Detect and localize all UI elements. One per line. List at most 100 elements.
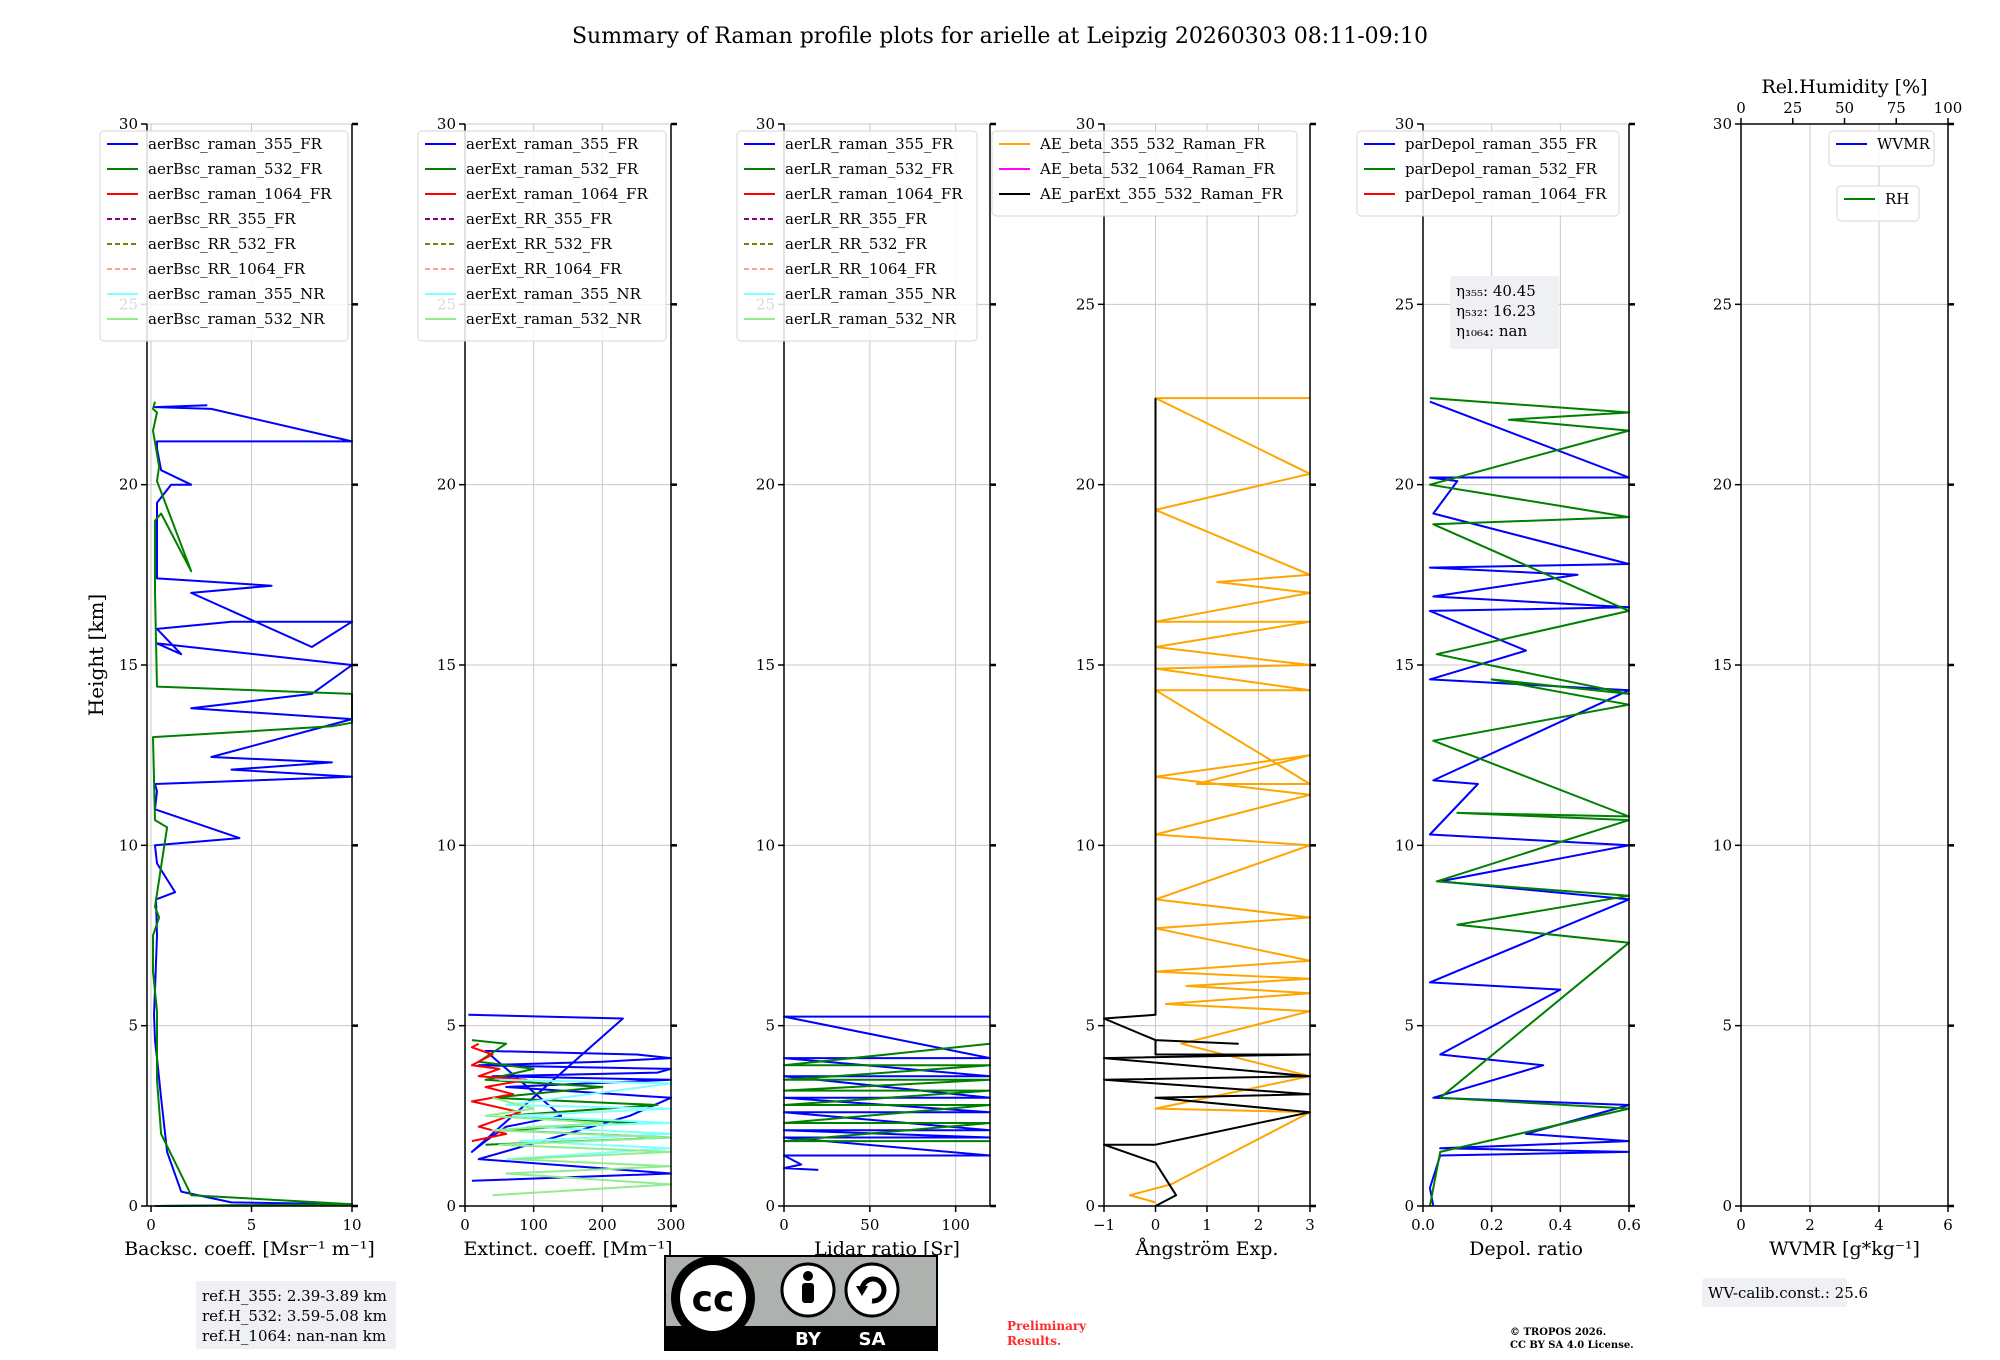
by-icon-head: [803, 1271, 813, 1281]
x-tick-label: 10: [342, 1216, 361, 1234]
series-line-aerExt_raman_1064_FR: [470, 1042, 528, 1143]
legend-entry: aerBsc_RR_532_FR: [148, 235, 296, 253]
legend-frame: [99, 130, 349, 342]
y-tick-label: 25: [1395, 295, 1414, 313]
legend-entry: aerBsc_RR_355_FR: [148, 210, 296, 228]
x-tick-label: 50: [860, 1216, 879, 1234]
legend-entry: WVMR: [1877, 135, 1931, 153]
info-box: [196, 1281, 396, 1349]
x-tick-label: 5: [247, 1216, 257, 1234]
x-axis-label: Depol. ratio: [1469, 1238, 1583, 1260]
y-tick-label: 10: [437, 836, 456, 854]
x-tick-label: 6: [1943, 1216, 1953, 1234]
legend-rh-frame: [1836, 185, 1920, 222]
sa-icon: [844, 1262, 900, 1318]
y-tick-label: 25: [1713, 295, 1732, 313]
info-line: η₅₃₂: 16.23: [1456, 302, 1536, 320]
top-x-tick-label: 75: [1887, 99, 1906, 117]
legend-entry: aerBsc_raman_532_NR: [148, 310, 325, 328]
legend-entry: aerExt_raman_532_FR: [466, 160, 639, 178]
x-tick-label: 300: [657, 1216, 686, 1234]
top-x-tick-label: 50: [1835, 99, 1854, 117]
panel-2: 0510152025300100200300Extinct. coeff. [M…: [417, 115, 686, 1260]
figure-title: Summary of Raman profile plots for ariel…: [572, 24, 1428, 49]
info-line: ref.H_355: 2.39-3.89 km: [202, 1287, 387, 1305]
legend-frame: [991, 130, 1298, 217]
y-tick-label: 0: [446, 1197, 456, 1215]
info-box: [1450, 276, 1559, 349]
y-tick-label: 25: [1076, 295, 1095, 313]
legend-entry: aerLR_raman_355_FR: [785, 135, 954, 153]
y-tick-label: 5: [1404, 1017, 1414, 1035]
y-tick-label: 10: [1713, 836, 1732, 854]
panel-5: 0 5 10 15 20 25 30 0.0 0.2 0.4 0.6 Depol. ratio parD…: [1356, 115, 1641, 1260]
info-line: WV-calib.const.: 25.6: [1708, 1284, 1868, 1302]
copyright-line-1: © TROPOS 2026.: [1510, 1327, 1606, 1338]
x-tick-label: 0.6: [1617, 1216, 1641, 1234]
info-line: ref.H_1064: nan-nan km: [202, 1327, 386, 1345]
y-tick-label: 30: [1076, 115, 1095, 133]
legend-entry: aerLR_raman_1064_FR: [785, 185, 963, 203]
series-line-aerBsc_raman_532_FR: [152, 401, 353, 1207]
sa-icon-arrow: [859, 1276, 887, 1304]
legend-rh-entry: RH: [1885, 190, 1909, 208]
sa-icon-arrowhead: [856, 1286, 868, 1296]
x-tick-label: 100: [519, 1216, 548, 1234]
y-tick-label: 5: [128, 1017, 138, 1035]
legend-entry: aerBsc_raman_532_FR: [148, 160, 323, 178]
y-tick-label: 15: [1395, 656, 1414, 674]
x-tick-label: 0: [146, 1216, 156, 1234]
y-tick-label: 20: [1713, 476, 1732, 494]
legend-entry: aerExt_raman_355_FR: [466, 135, 639, 153]
cc-license-badge: cc BY SA: [664, 1255, 938, 1351]
y-tick-label: 20: [119, 476, 138, 494]
legend-entry: aerLR_RR_355_FR: [785, 210, 927, 228]
y-tick-label: 5: [765, 1017, 775, 1035]
legend-entry: AE_parExt_355_532_Raman_FR: [1039, 185, 1284, 203]
x-tick-label: 2: [1805, 1216, 1815, 1234]
y-tick-label: 0: [1404, 1197, 1414, 1215]
legend-entry: aerLR_RR_1064_FR: [785, 260, 937, 278]
x-tick-label: 0.0: [1411, 1216, 1435, 1234]
x-axis-label: WVMR [g*kg⁻¹]: [1769, 1238, 1920, 1260]
preliminary-line-1: Preliminary: [1007, 1319, 1087, 1333]
legend-entry: aerLR_RR_532_FR: [785, 235, 927, 253]
top-x-tick-label: 100: [1934, 99, 1963, 117]
y-tick-label: 0: [1085, 1197, 1095, 1215]
series-line-aerBsc_raman_355_FR: [153, 404, 353, 1207]
legend-frame: [1356, 130, 1620, 217]
x-tick-label: 4: [1874, 1216, 1884, 1234]
x-tick-label: 1: [1202, 1216, 1212, 1234]
y-tick-label: 15: [119, 656, 138, 674]
legend-frame: [1828, 130, 1935, 167]
y-tick-label: 5: [1722, 1017, 1732, 1035]
legend-entry: aerLR_raman_355_NR: [785, 285, 956, 303]
x-axis-label: Extinct. coeff. [Mm⁻¹]: [463, 1238, 672, 1260]
x-tick-label: 0.2: [1480, 1216, 1504, 1234]
legend-entry: AE_beta_532_1064_Raman_FR: [1039, 160, 1275, 178]
y-tick-label: 30: [1395, 115, 1414, 133]
y-tick-label: 5: [1085, 1017, 1095, 1035]
legend-entry: aerExt_RR_355_FR: [466, 210, 613, 228]
top-axis-label: Rel.Humidity [%]: [1761, 76, 1927, 98]
by-icon-body: [802, 1283, 814, 1303]
panels: 0510152025300510Backsc. coeff. [Msr⁻¹ m⁻…: [99, 76, 1962, 1349]
top-x-tick-label: 25: [1783, 99, 1802, 117]
y-tick-label: 30: [119, 115, 138, 133]
legend-entry: aerExt_RR_1064_FR: [466, 260, 622, 278]
x-tick-label: 0: [460, 1216, 470, 1234]
sa-text: SA: [859, 1329, 886, 1350]
y-tick-label: 10: [1395, 836, 1414, 854]
x-tick-label: 0.4: [1548, 1216, 1572, 1234]
y-tick-label: 15: [1713, 656, 1732, 674]
y-tick-label: 0: [128, 1197, 138, 1215]
panel-3: 051015202530050100Lidar ratio [Sr]aerLR_…: [736, 115, 996, 1260]
legend-entry: aerBsc_raman_355_FR: [148, 135, 323, 153]
legend-entry: aerBsc_RR_1064_FR: [148, 260, 306, 278]
y-axis-label: Height [km]: [84, 594, 108, 716]
legend-entry: parDepol_raman_1064_FR: [1405, 185, 1607, 203]
y-tick-label: 20: [437, 476, 456, 494]
x-tick-label: −1: [1093, 1216, 1115, 1234]
